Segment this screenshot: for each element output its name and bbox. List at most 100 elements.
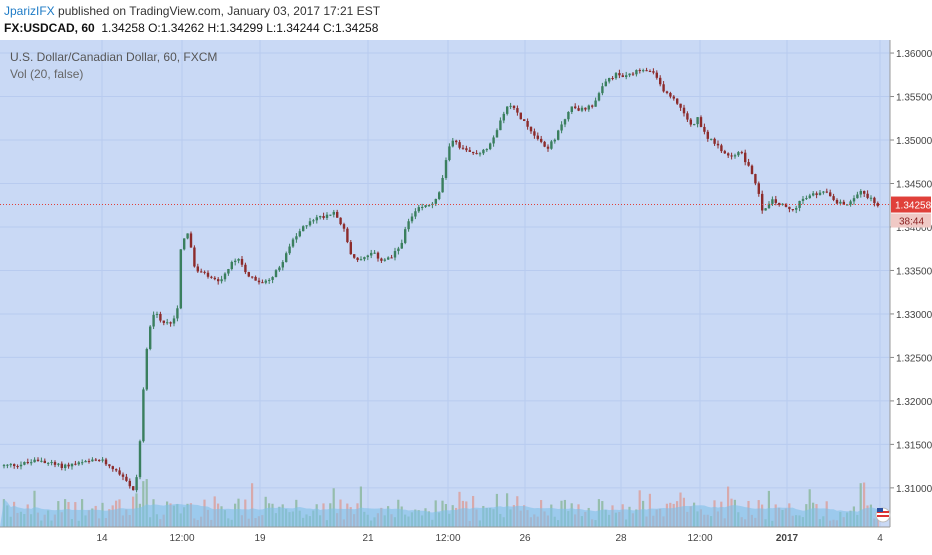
candle-body <box>81 462 84 464</box>
candle-body <box>591 105 594 107</box>
candle-body <box>699 117 703 127</box>
candle-body <box>281 262 284 268</box>
candle-body <box>444 160 448 178</box>
flag-icon[interactable] <box>875 507 891 523</box>
candle-body <box>291 239 295 247</box>
candle-body <box>570 106 573 112</box>
candle-body <box>87 460 91 462</box>
open-value: 1.34262 <box>160 21 205 35</box>
high-label: H: <box>207 21 220 35</box>
candle-body <box>791 209 794 211</box>
last-value: 1.34258 <box>101 21 145 35</box>
candle-body <box>121 474 125 477</box>
candle-body <box>451 140 454 147</box>
candle-body <box>383 259 386 261</box>
candle-body <box>23 462 26 465</box>
time-tick-label: 4 <box>877 533 883 544</box>
candle-body <box>40 460 43 462</box>
candle-body <box>213 277 216 280</box>
candle-body <box>339 217 342 225</box>
candle-body <box>611 78 614 80</box>
volume-bar <box>145 479 148 527</box>
candle-body <box>849 201 852 205</box>
candle-body <box>682 107 686 114</box>
publish-header: JparizIFX published on TradingView.com, … <box>0 0 932 40</box>
candle-body <box>172 318 176 324</box>
candle-body <box>251 276 254 278</box>
candle-body <box>730 155 733 157</box>
plot-background <box>0 40 890 527</box>
candle-body <box>478 153 482 155</box>
price-axis[interactable]: 1.36000 1.35500 1.35000 1.34500 1.34000 1.335… <box>889 40 932 527</box>
candle-body <box>210 276 213 278</box>
candle-body <box>625 75 628 78</box>
candle-body <box>407 221 410 230</box>
candle-body <box>580 107 584 111</box>
candle-body <box>247 272 250 277</box>
candle-body <box>859 191 862 195</box>
candle-body <box>434 198 437 204</box>
candle-body <box>356 257 359 261</box>
candle-body <box>723 151 726 154</box>
candle-body <box>332 211 335 215</box>
volume-bar <box>638 490 641 527</box>
grid-lines <box>0 40 890 527</box>
candle-body <box>142 389 145 442</box>
candle-body <box>529 126 533 132</box>
candle-body <box>553 139 556 142</box>
candle-body <box>244 264 247 273</box>
chart-area[interactable]: 1.36000 1.35500 1.35000 1.34500 1.34000 1.335… <box>0 40 932 550</box>
time-tick-label: 12:00 <box>435 533 460 544</box>
price-tick-label: 1.31000 <box>896 484 932 495</box>
candle-body <box>757 183 760 194</box>
candle-body <box>815 193 818 196</box>
price-chart[interactable]: 1.36000 1.35500 1.35000 1.34500 1.34000 1.335… <box>0 40 932 550</box>
candle-body <box>706 131 709 139</box>
candle-body <box>305 225 308 227</box>
time-axis[interactable]: 14 12:00 19 21 12:00 26 28 12:00 2017 4 <box>0 526 890 544</box>
candle-body <box>689 119 692 125</box>
candle-body <box>475 153 478 155</box>
candle-body <box>193 247 196 267</box>
candle-body <box>410 216 414 222</box>
candle-body <box>162 320 165 323</box>
candle-body <box>288 246 291 254</box>
candle-body <box>319 216 322 218</box>
candle-body <box>784 203 788 207</box>
price-tick-label: 1.35000 <box>896 136 932 147</box>
time-tick-label: 26 <box>519 533 531 544</box>
candle-body <box>342 224 346 229</box>
candle-body <box>662 84 665 92</box>
candle-body <box>376 252 380 259</box>
candle-body <box>325 214 329 218</box>
candle-body <box>485 149 488 151</box>
price-tick-label: 1.33500 <box>896 266 932 277</box>
candle-body <box>421 206 424 208</box>
candle-body <box>839 201 842 204</box>
candle-body <box>798 200 801 208</box>
candle-body <box>33 459 36 463</box>
candle-body <box>132 486 135 491</box>
candle-body <box>380 258 383 261</box>
candle-body <box>227 269 230 274</box>
candle-body <box>818 192 822 196</box>
candle-body <box>125 476 128 481</box>
candle-body <box>166 322 169 324</box>
low-label: L: <box>266 21 277 35</box>
candle-body <box>587 105 590 110</box>
candle-body <box>577 108 580 111</box>
candle-body <box>70 463 74 467</box>
candle-body <box>560 124 563 131</box>
high-value: 1.34299 <box>219 21 263 35</box>
candle-body <box>353 254 356 258</box>
candle-body <box>458 142 461 148</box>
candle-body <box>336 211 339 218</box>
time-axis-background <box>0 527 932 550</box>
candle-body <box>788 206 791 210</box>
candle-body <box>822 191 825 193</box>
candle-body <box>665 91 669 93</box>
volume-legend: Vol (20, false) <box>10 67 84 81</box>
candle-body <box>91 459 94 462</box>
candle-body <box>84 460 87 463</box>
author-link[interactable]: JparizIFX <box>4 4 55 18</box>
